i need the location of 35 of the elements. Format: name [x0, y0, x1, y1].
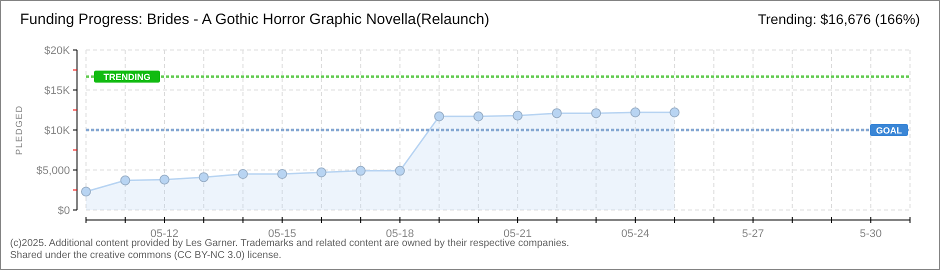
x-tick-label: 05-15 [268, 228, 296, 240]
point [434, 111, 444, 122]
point [198, 172, 209, 182]
point [512, 110, 523, 121]
y-tick-label: $0 [58, 205, 70, 217]
point [316, 167, 326, 178]
point [552, 108, 562, 118]
y-tick-label: $10K [44, 125, 71, 137]
text: Shared under the creative commons (CC BY-NC 3.0) license. [10, 250, 282, 261]
chart-subtitle: Trending: $16,676 (166%) [758, 11, 920, 27]
ref-line-label: GOAL [876, 126, 902, 136]
point [356, 166, 366, 176]
point [670, 107, 680, 118]
x-tick-label: 5-27 [742, 228, 764, 240]
x-tick-label: 05-12 [150, 228, 179, 240]
point [238, 169, 248, 179]
point [277, 169, 288, 179]
y-axis-title: PLEDGED [14, 104, 24, 156]
chart-title: Funding Progress: Brides - A Gothic Horror Graphic Novella(Relaunch) [20, 11, 490, 28]
point [81, 186, 91, 197]
point [394, 166, 405, 176]
text: (c)2025. Additional content provided by Les Garner. Trademarks and related content are owned by their respective companies. [10, 238, 570, 249]
x-tick-label: 5-30 [860, 228, 882, 240]
y-tick-label: $15K [44, 85, 71, 97]
point [591, 108, 602, 118]
point [159, 174, 170, 185]
ref-line-label: TRENDING [104, 72, 150, 82]
point [473, 111, 484, 122]
x-tick-label: 05-24 [621, 228, 650, 240]
x-tick-label: 05-18 [386, 228, 414, 240]
y-tick-label: $20K [44, 45, 71, 57]
point [630, 107, 640, 118]
y-tick-label: $5,000 [36, 165, 70, 177]
x-tick-label: 05-21 [504, 228, 532, 240]
point [120, 175, 130, 186]
